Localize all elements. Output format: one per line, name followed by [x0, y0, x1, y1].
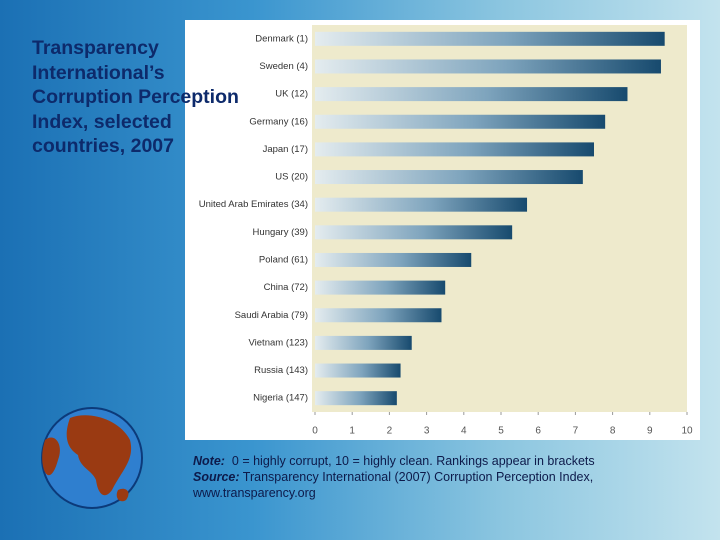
y-tick-label: Hungary (39)	[253, 227, 308, 238]
notes: Note: 0 = highly corrupt, 10 = highly cl…	[193, 453, 693, 501]
y-tick-label: Germany (16)	[249, 116, 308, 127]
source-label: Source:	[193, 470, 240, 484]
note-label: Note:	[193, 454, 225, 468]
note: Note: 0 = highly corrupt, 10 = highly cl…	[193, 453, 693, 469]
y-tick-label: Nigeria (147)	[253, 393, 308, 404]
x-tick-label: 5	[498, 426, 504, 437]
x-tick-label: 7	[573, 426, 579, 437]
globe	[41, 407, 143, 509]
bar	[315, 335, 412, 350]
bar	[315, 87, 628, 102]
source: Source: Transparency International (2007…	[193, 469, 693, 501]
y-tick-label: UK (12)	[275, 89, 308, 100]
y-tick-label: Saudi Arabia (79)	[235, 310, 308, 321]
bar	[315, 308, 442, 323]
x-tick-label: 3	[424, 426, 430, 437]
bar	[315, 280, 446, 295]
y-tick-label: United Arab Emirates (34)	[199, 199, 308, 210]
bar	[315, 59, 661, 74]
x-tick-label: 1	[349, 426, 355, 437]
x-tick-label: 0	[312, 426, 318, 437]
bar	[315, 391, 397, 406]
y-tick-label: Sweden (4)	[259, 61, 308, 72]
bar	[315, 197, 528, 212]
bar	[315, 225, 513, 240]
plot-area	[312, 25, 687, 412]
y-tick-label: Japan (17)	[263, 144, 308, 155]
y-tick-label: Denmark (1)	[255, 33, 308, 44]
y-tick-label: Vietnam (123)	[249, 337, 309, 348]
bar	[315, 252, 472, 267]
x-tick-label: 9	[647, 426, 653, 437]
x-tick-label: 2	[387, 426, 393, 437]
bar	[315, 363, 401, 378]
x-tick-label: 4	[461, 426, 467, 437]
x-tick-label: 10	[681, 426, 693, 437]
bar	[315, 170, 583, 185]
y-tick-label: Poland (61)	[259, 254, 308, 265]
y-tick-label: US (20)	[275, 172, 308, 183]
chart-title: Transparency International’s Corruption …	[32, 37, 239, 158]
source-text: Transparency International (2007) Corrup…	[193, 470, 594, 500]
note-text: 0 = highly corrupt, 10 = highly clean. R…	[231, 454, 595, 468]
y-tick-label: Russia (143)	[254, 365, 308, 376]
bar	[315, 114, 606, 129]
bar	[315, 142, 594, 157]
y-tick-label: China (72)	[264, 282, 308, 293]
x-tick-label: 8	[610, 426, 616, 437]
x-tick-label: 6	[535, 426, 541, 437]
bar	[315, 31, 665, 46]
